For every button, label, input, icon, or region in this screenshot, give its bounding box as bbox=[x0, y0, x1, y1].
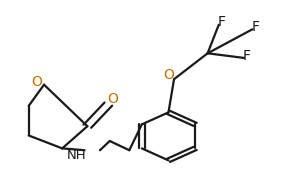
Text: F: F bbox=[217, 15, 226, 29]
Text: F: F bbox=[251, 20, 259, 33]
Text: F: F bbox=[243, 49, 251, 63]
Text: O: O bbox=[163, 68, 174, 82]
Text: O: O bbox=[31, 75, 42, 89]
Text: O: O bbox=[107, 92, 118, 105]
Text: NH: NH bbox=[66, 149, 86, 162]
